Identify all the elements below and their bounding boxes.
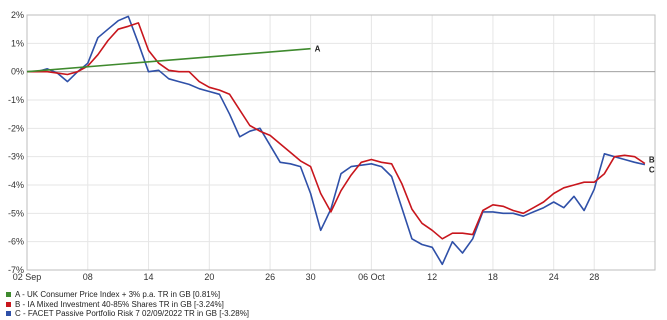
legend-swatch-b	[6, 301, 11, 307]
y-tick-label: -7%	[8, 265, 24, 275]
legend-swatch-c	[6, 311, 11, 317]
x-tick-label: 26	[265, 272, 275, 282]
series-end-label-a: A	[315, 45, 321, 54]
series-line-a	[26, 47, 311, 73]
legend-label-a: A - UK Consumer Price Index + 3% p.a. TR…	[15, 290, 221, 299]
y-tick-label: -5%	[8, 208, 24, 218]
y-tick-label: -4%	[8, 180, 24, 190]
series-line-c	[27, 15, 646, 266]
grid-lines	[26, 14, 656, 271]
x-tick-label: 02 Sep	[13, 272, 42, 282]
y-tick-label: -6%	[8, 237, 24, 247]
line-chart: 2% 1% 0% -1% -2% -3% -4% -5% -6% -7%02 Sep 08 14 20 2…	[8, 10, 656, 282]
legend-item-c: C - FACET Passive Portfolio Risk 7 02/09…	[6, 309, 249, 319]
x-tick-label: 08	[83, 272, 93, 282]
plot-frame	[26, 14, 656, 271]
series-lines	[26, 15, 646, 266]
series-end-label-b: B	[649, 155, 655, 164]
y-tick-label: -1%	[8, 95, 24, 105]
legend-swatch-a	[6, 292, 11, 298]
x-tick-label: 28	[589, 272, 599, 282]
y-tick-label: -3%	[8, 152, 24, 162]
legend-label-c: C - FACET Passive Portfolio Risk 7 02/09…	[15, 309, 250, 318]
legend: A - UK Consumer Price Index + 3% p.a. TR…	[6, 290, 249, 319]
series-end-labels: A BC	[315, 45, 655, 175]
axis-ticks: 2% 1% 0% -1% -2% -3% -4% -5% -6% -7%02 Sep 08 14 20 2…	[8, 10, 599, 282]
x-tick-label: 24	[549, 272, 559, 282]
x-tick-label: 06 Oct	[358, 272, 385, 282]
x-tick-label: 20	[204, 272, 214, 282]
x-tick-label: 30	[306, 272, 316, 282]
y-tick-label: 2%	[11, 10, 24, 20]
x-tick-label: 18	[488, 272, 498, 282]
series-line-b	[27, 22, 646, 240]
x-tick-label: 14	[144, 272, 154, 282]
series-end-label-c: C	[649, 166, 655, 175]
legend-label-b: B - IA Mixed Investment 40-85% Shares TR…	[15, 299, 224, 309]
legend-item-a: A - UK Consumer Price Index + 3% p.a. TR…	[6, 290, 249, 300]
legend-item-b: B - IA Mixed Investment 40-85% Shares TR…	[6, 300, 249, 310]
y-tick-label: -2%	[8, 123, 24, 133]
y-tick-label: 0%	[11, 67, 24, 77]
x-tick-label: 12	[427, 272, 437, 282]
y-tick-label: 1%	[11, 38, 24, 48]
